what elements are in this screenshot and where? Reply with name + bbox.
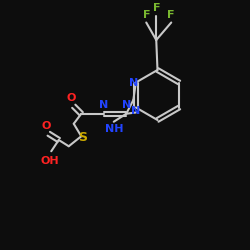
Text: S: S — [78, 131, 87, 144]
Text: OH: OH — [41, 156, 59, 166]
Text: O: O — [66, 93, 76, 103]
Text: N: N — [131, 106, 140, 116]
Text: F: F — [152, 3, 160, 13]
Text: NH: NH — [104, 124, 123, 134]
Text: F: F — [142, 10, 150, 20]
Text: N: N — [122, 100, 131, 110]
Text: O: O — [41, 121, 50, 131]
Text: N: N — [129, 78, 138, 88]
Text: N: N — [99, 100, 108, 110]
Text: F: F — [168, 10, 175, 20]
